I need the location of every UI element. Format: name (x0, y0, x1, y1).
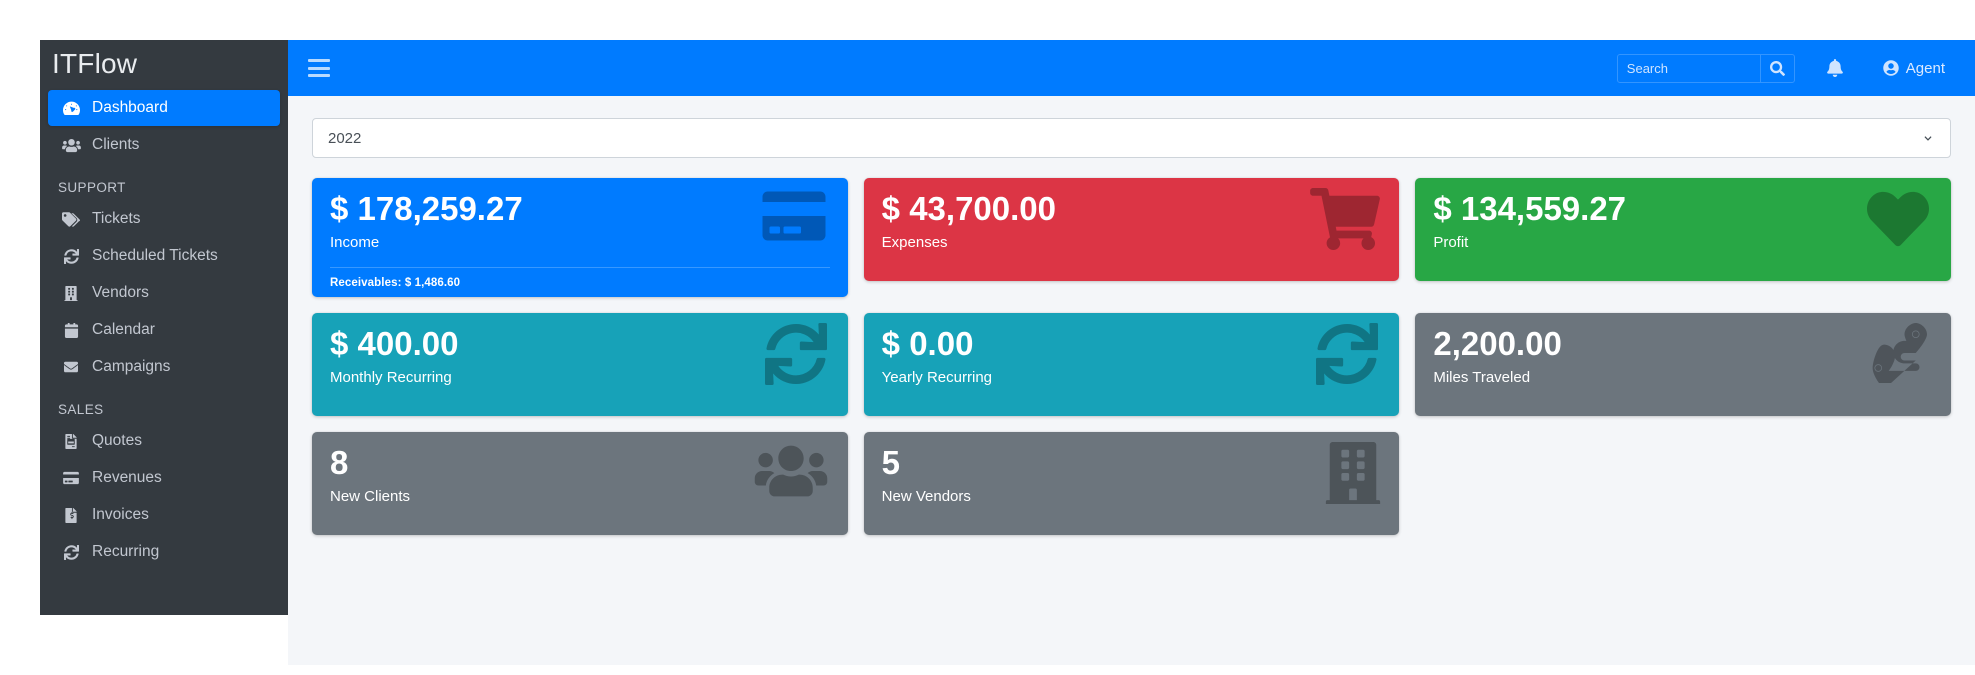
card-value: 2,200.00 (1433, 324, 1562, 362)
card-new-vendors[interactable]: 5 New Vendors (863, 431, 1400, 535)
sidebar-item-label: Dashboard (92, 99, 168, 116)
card-label: Miles Traveled (1433, 368, 1531, 386)
shopping-cart-icon (1309, 188, 1381, 255)
sidebar-item-label: Campaigns (92, 358, 171, 375)
card-value: $ 0.00 (881, 324, 974, 362)
user-name: Agent (1905, 59, 1945, 77)
card-value: $ 43,700.00 (881, 190, 1057, 227)
credit-card-icon (58, 471, 84, 485)
search-icon[interactable] (1759, 54, 1794, 82)
sidebar-item-label: Invoices (92, 506, 149, 523)
card-label: New Vendors (881, 487, 971, 505)
card-new-clients[interactable]: 8 New Clients (312, 431, 848, 535)
bell-icon[interactable] (1826, 59, 1843, 77)
sidebar-item-label: Recurring (92, 543, 160, 560)
card-value: $ 400.00 (330, 324, 459, 362)
card-expenses[interactable]: $ 43,700.00 Expenses (863, 178, 1400, 281)
sidebar-item-label: Tickets (92, 210, 141, 227)
card-label: Yearly Recurring (881, 368, 993, 386)
monthly-recurring-col: $ 400.00 Monthly Recurring (312, 312, 848, 416)
sync-icon (762, 322, 830, 390)
card-label: Income (330, 233, 380, 251)
sidebar-item-label: Calendar (92, 321, 155, 338)
expenses-col: $ 43,700.00 Expenses (863, 178, 1400, 297)
card-label: Monthly Recurring (330, 368, 452, 386)
route-icon (1861, 322, 1933, 390)
card-yearly-recurring[interactable]: $ 0.00 Yearly Recurring (863, 312, 1400, 416)
building-icon (1325, 441, 1381, 509)
sidebar-item-label: Quotes (92, 432, 142, 449)
miles-traveled-col: 2,200.00 Miles Traveled (1415, 312, 1952, 416)
year-filter-value: 2022 (328, 129, 362, 147)
stats-row-1: $ 178,259.27 Income Receivables: $ 1,486… (312, 178, 1952, 297)
card-label: Expenses (881, 233, 948, 251)
sidebar-section-sales: SALES (58, 402, 104, 417)
sidebar-item-invoices[interactable]: Invoices (48, 497, 280, 533)
card-value: $ 134,559.27 (1433, 190, 1627, 227)
card-miles-traveled[interactable]: 2,200.00 Miles Traveled (1415, 312, 1952, 416)
card-label: Profit (1433, 233, 1469, 251)
sidebar: ITFlow Dashboard Clients SUPPORT (40, 40, 288, 615)
stats-row-3: 8 New Clients 5 New Vendors (312, 431, 1951, 535)
file-dollar-icon (58, 507, 84, 523)
new-vendors-col: 5 New Vendors (863, 431, 1400, 535)
sidebar-item-clients[interactable]: Clients (48, 127, 280, 163)
chevron-down-icon (1922, 130, 1934, 147)
card-footer: Receivables: $ 1,486.60 (330, 266, 830, 289)
file-invoice-icon (58, 433, 84, 449)
sidebar-item-dashboard[interactable]: Dashboard (48, 90, 280, 126)
top-navbar: Agent (288, 40, 1975, 96)
card-label: New Clients (330, 487, 411, 505)
sidebar-item-label: Revenues (92, 469, 162, 486)
income-col: $ 178,259.27 Income Receivables: $ 1,486… (312, 178, 848, 297)
card-value: 8 (330, 443, 349, 481)
profit-col: $ 134,559.27 Profit (1415, 178, 1952, 297)
users-icon (752, 442, 830, 505)
sync-icon (58, 248, 84, 264)
sidebar-item-recurring[interactable]: Recurring (48, 534, 280, 570)
sidebar-section-support: SUPPORT (58, 180, 126, 195)
sidebar-item-tickets[interactable]: Tickets (48, 201, 280, 237)
card-profit[interactable]: $ 134,559.27 Profit (1415, 178, 1952, 281)
navbar-right: Agent (1616, 53, 1975, 83)
stats-row-2: $ 400.00 Monthly Recurring $ 0.00 Yearly… (312, 312, 1952, 416)
search-container (1616, 53, 1795, 83)
main-content: 2022 $ 178,259.27 Income Receivables: $ … (288, 96, 1975, 665)
yearly-recurring-col: $ 0.00 Yearly Recurring (863, 312, 1400, 416)
sidebar-item-label: Vendors (92, 284, 149, 301)
credit-card-icon (758, 188, 830, 249)
year-filter-select[interactable]: 2022 (312, 118, 1951, 158)
sidebar-item-label: Clients (92, 136, 140, 153)
dashboard-icon (58, 100, 84, 117)
sidebar-item-vendors[interactable]: Vendors (48, 275, 280, 311)
card-value: $ 178,259.27 (330, 190, 523, 227)
sidebar-item-calendar[interactable]: Calendar (48, 312, 280, 348)
heart-icon (1863, 188, 1933, 255)
app-shell: ITFlow Dashboard Clients SUPPORT (40, 40, 1975, 665)
search-input[interactable] (1617, 54, 1760, 82)
clients-icon (58, 138, 84, 153)
card-monthly-recurring[interactable]: $ 400.00 Monthly Recurring (312, 312, 848, 416)
sidebar-item-campaigns[interactable]: Campaigns (48, 349, 280, 385)
card-value: 5 (881, 443, 901, 481)
envelope-icon (58, 360, 84, 374)
sidebar-item-label: Scheduled Tickets (92, 247, 218, 264)
brand-logo[interactable]: ITFlow (52, 48, 138, 79)
sidebar-item-scheduled-tickets[interactable]: Scheduled Tickets (48, 238, 280, 274)
new-clients-col: 8 New Clients (312, 431, 848, 535)
building-icon (58, 285, 84, 301)
hamburger-icon[interactable] (308, 59, 330, 77)
empty-col (1415, 432, 1951, 535)
sidebar-nav: Dashboard Clients SUPPORT Tickets (40, 90, 288, 570)
sidebar-item-revenues[interactable]: Revenues (48, 460, 280, 496)
sync-icon (58, 544, 84, 560)
calendar-icon (58, 322, 84, 338)
tag-icon (58, 211, 84, 227)
sidebar-item-quotes[interactable]: Quotes (48, 423, 280, 459)
card-income[interactable]: $ 178,259.27 Income Receivables: $ 1,486… (312, 178, 848, 297)
sync-icon (1313, 322, 1381, 390)
user-menu[interactable]: Agent (1883, 60, 1945, 77)
